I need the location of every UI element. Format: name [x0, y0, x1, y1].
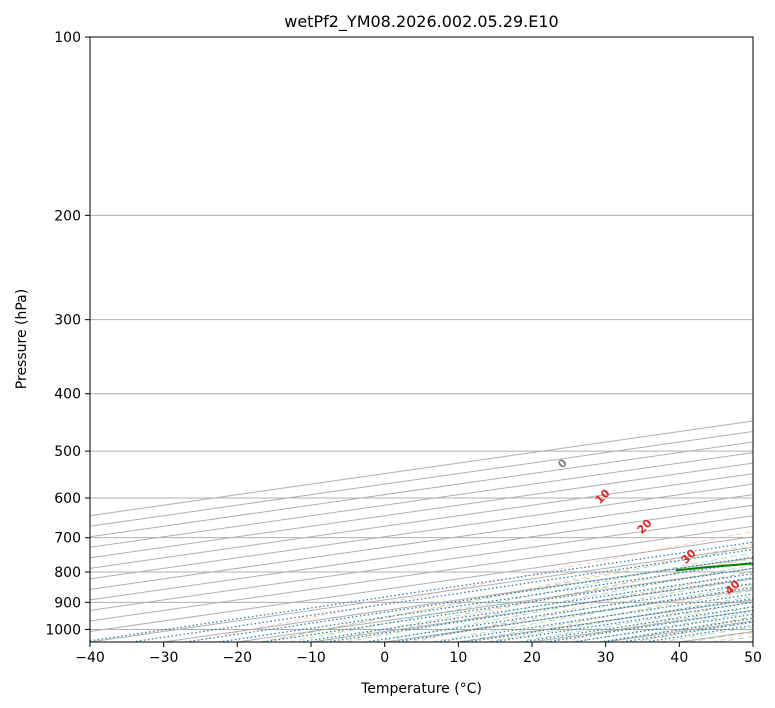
x-tick-label: 20	[523, 650, 541, 666]
mixing-ratio-line	[467, 597, 753, 642]
isotherm-line	[90, 494, 753, 590]
y-tick-label: 200	[54, 208, 81, 224]
moist-adiabat-label: 10	[593, 486, 613, 506]
isotherm-line	[163, 557, 753, 642]
isotherm-line	[90, 431, 753, 527]
dry-adiabat-line	[636, 615, 753, 642]
y-tick-label: 900	[54, 595, 81, 611]
y-axis-title: Pressure (hPa)	[14, 289, 30, 389]
x-tick-label: 40	[670, 650, 688, 666]
dry-adiabat-line	[263, 543, 753, 642]
dry-adiabat-line	[338, 557, 753, 642]
dewpoint-profile-line	[675, 562, 753, 572]
moist-adiabat-line	[346, 564, 753, 642]
isotherm-line	[90, 483, 753, 580]
mixing-ratio-line	[436, 593, 753, 642]
dry-adiabat-line	[412, 570, 753, 642]
y-tick-label: 1000	[45, 622, 81, 638]
mixing-ratio-line	[185, 556, 753, 642]
moist-adiabat-line	[689, 631, 753, 642]
mixing-ratio-line	[90, 541, 753, 642]
x-tick-label: 10	[449, 650, 467, 666]
moist-adiabat-line	[403, 577, 753, 642]
moist-adiabat-line	[487, 595, 753, 642]
mixing-ratio-line	[365, 582, 753, 642]
isotherm-line	[90, 420, 753, 517]
x-tick-label: −30	[149, 650, 179, 666]
isotherm-line	[90, 525, 753, 622]
plot-frame	[89, 36, 754, 643]
isotherm-line	[90, 536, 753, 632]
x-tick-label: 50	[744, 650, 762, 666]
dry-adiabat-line	[562, 600, 753, 642]
y-tick-label: 600	[54, 491, 81, 507]
x-tick-label: −20	[223, 650, 253, 666]
y-tick-label: 700	[54, 531, 81, 547]
moist-adiabat-line	[747, 640, 753, 642]
dry-adiabat-line	[711, 632, 753, 642]
moist-adiabat-line	[260, 545, 753, 642]
x-tick-label: 0	[380, 650, 389, 666]
x-tick-label: 30	[597, 650, 615, 666]
moist-adiabat-line	[317, 558, 753, 642]
mixing-ratio-line	[394, 587, 753, 642]
isotherm-line	[90, 462, 753, 559]
y-tick-label: 800	[54, 565, 81, 581]
y-tick-label: 300	[54, 313, 81, 329]
isotherm-line	[90, 441, 753, 538]
moist-adiabat-line	[374, 571, 753, 642]
x-axis-title: Temperature (°C)	[360, 681, 482, 697]
isotherm-line	[90, 452, 753, 548]
y-tick-label: 500	[54, 444, 81, 460]
isotherm-line	[90, 504, 753, 601]
isotherm-line	[90, 473, 753, 569]
moist-adiabat-line	[573, 611, 753, 642]
moist-adiabat-line	[516, 601, 753, 642]
isotherm-line	[310, 578, 753, 642]
moist-adiabat-line	[289, 552, 753, 642]
x-tick-label: −10	[296, 650, 326, 666]
x-tick-label: −40	[75, 650, 105, 666]
dry-adiabat-line	[487, 585, 753, 642]
moist-adiabat-line	[459, 589, 753, 642]
chart-title: wetPf2_YM08.2026.002.05.29.E10	[284, 12, 558, 32]
isotherm-line	[752, 641, 753, 642]
y-tick-label: 400	[54, 387, 81, 403]
y-tick-label: 100	[54, 30, 81, 46]
isotherm-line	[90, 515, 753, 611]
